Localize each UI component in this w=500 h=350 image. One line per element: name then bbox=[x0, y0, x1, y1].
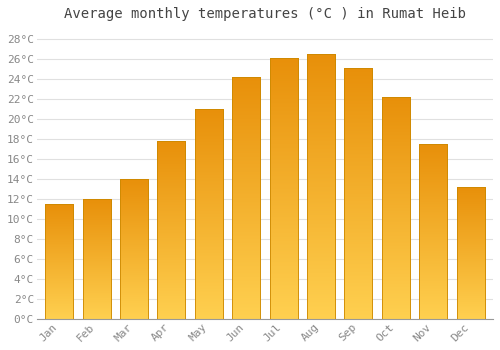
Bar bbox=[382, 97, 410, 319]
Bar bbox=[419, 144, 447, 319]
Title: Average monthly temperatures (°C ) in Rumat Heib: Average monthly temperatures (°C ) in Ru… bbox=[64, 7, 466, 21]
Bar bbox=[270, 58, 297, 319]
Bar bbox=[82, 199, 110, 319]
Bar bbox=[456, 187, 484, 319]
Bar bbox=[195, 109, 223, 319]
Bar bbox=[307, 54, 335, 319]
Bar bbox=[158, 141, 186, 319]
Bar bbox=[344, 68, 372, 319]
Bar bbox=[45, 204, 73, 319]
Bar bbox=[232, 77, 260, 319]
Bar bbox=[120, 179, 148, 319]
